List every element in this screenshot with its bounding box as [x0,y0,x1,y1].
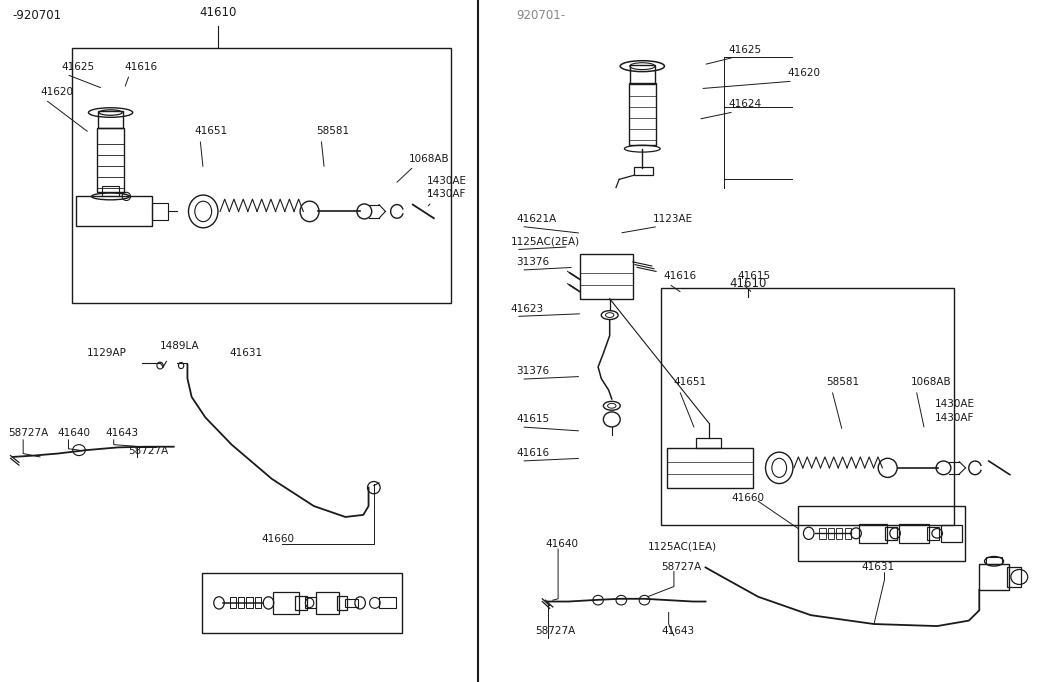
Text: 41625: 41625 [61,61,94,72]
Text: 41631: 41631 [230,348,262,358]
Bar [667,448,753,488]
Text: 1125AC(2EA): 1125AC(2EA) [511,237,580,247]
Text: 41623: 41623 [511,303,543,314]
Text: 41643: 41643 [105,428,138,438]
Bar [845,528,851,539]
Bar [337,596,347,610]
Text: 41643: 41643 [661,625,694,636]
Text: 41624: 41624 [729,99,761,109]
Bar [798,506,965,561]
Bar [1007,567,1021,587]
Text: 58581: 58581 [827,377,859,387]
Text: 41631: 41631 [861,561,894,572]
Bar [885,527,897,540]
Text: 41651: 41651 [195,126,227,136]
Bar [379,597,396,608]
Bar [72,48,451,303]
Bar [927,527,939,540]
Bar [941,525,962,542]
Bar [629,83,656,145]
Text: 1125AC(1EA): 1125AC(1EA) [648,541,717,551]
Text: 41620: 41620 [788,68,820,78]
Bar [828,528,834,539]
Text: 1068AB: 1068AB [911,377,952,387]
Text: 41615: 41615 [737,271,770,281]
Bar [316,592,339,614]
Bar [295,596,307,610]
Text: 31376: 31376 [516,257,549,267]
Bar [580,254,633,299]
Bar [696,438,721,448]
Bar [98,111,123,128]
Text: 58727A: 58727A [535,625,575,636]
Text: 1129AP: 1129AP [86,348,126,358]
Text: 41610: 41610 [199,6,237,19]
Bar [102,186,119,196]
Bar [634,167,653,175]
Text: 1489LA: 1489LA [160,341,200,351]
Bar [630,65,655,84]
Text: 58727A: 58727A [128,445,168,456]
Text: 41660: 41660 [732,493,764,503]
Bar [152,203,168,220]
Text: 41640: 41640 [545,539,578,549]
Bar [202,573,402,633]
Text: 58581: 58581 [316,126,349,136]
Text: 41620: 41620 [40,87,73,97]
Bar [899,524,929,543]
Text: -920701: -920701 [13,9,62,22]
Bar [979,564,1009,590]
Bar [255,597,261,608]
Bar [273,592,299,614]
Text: 41616: 41616 [516,448,549,458]
Text: 920701-: 920701- [516,9,565,22]
Text: 41610: 41610 [729,277,767,290]
Text: 1068AB: 1068AB [409,153,450,164]
Bar [305,597,316,608]
Text: 41615: 41615 [516,414,549,424]
Text: 1123AE: 1123AE [653,213,693,224]
Text: 1430AF: 1430AF [935,413,974,423]
Bar [238,597,244,608]
Text: 58727A: 58727A [661,561,701,572]
Bar [859,524,887,543]
Text: 41616: 41616 [663,271,696,281]
Text: 1430AE: 1430AE [426,175,466,186]
Text: 1430AE: 1430AE [935,399,975,409]
Text: 41625: 41625 [729,44,761,55]
Text: 41640: 41640 [58,428,91,438]
Bar [819,528,826,539]
Bar [230,597,236,608]
Text: 41660: 41660 [261,534,294,544]
Text: 41651: 41651 [674,377,707,387]
Text: 58727A: 58727A [8,428,48,438]
Bar [836,528,842,539]
Bar [345,599,358,607]
Bar [97,128,124,192]
Text: 41616: 41616 [124,61,157,72]
Text: 31376: 31376 [516,366,549,376]
Bar [76,196,152,226]
Text: 1430AF: 1430AF [426,189,465,199]
Bar [661,288,954,525]
Bar [246,597,253,608]
Text: 41621A: 41621A [516,213,556,224]
Bar [986,557,1002,564]
